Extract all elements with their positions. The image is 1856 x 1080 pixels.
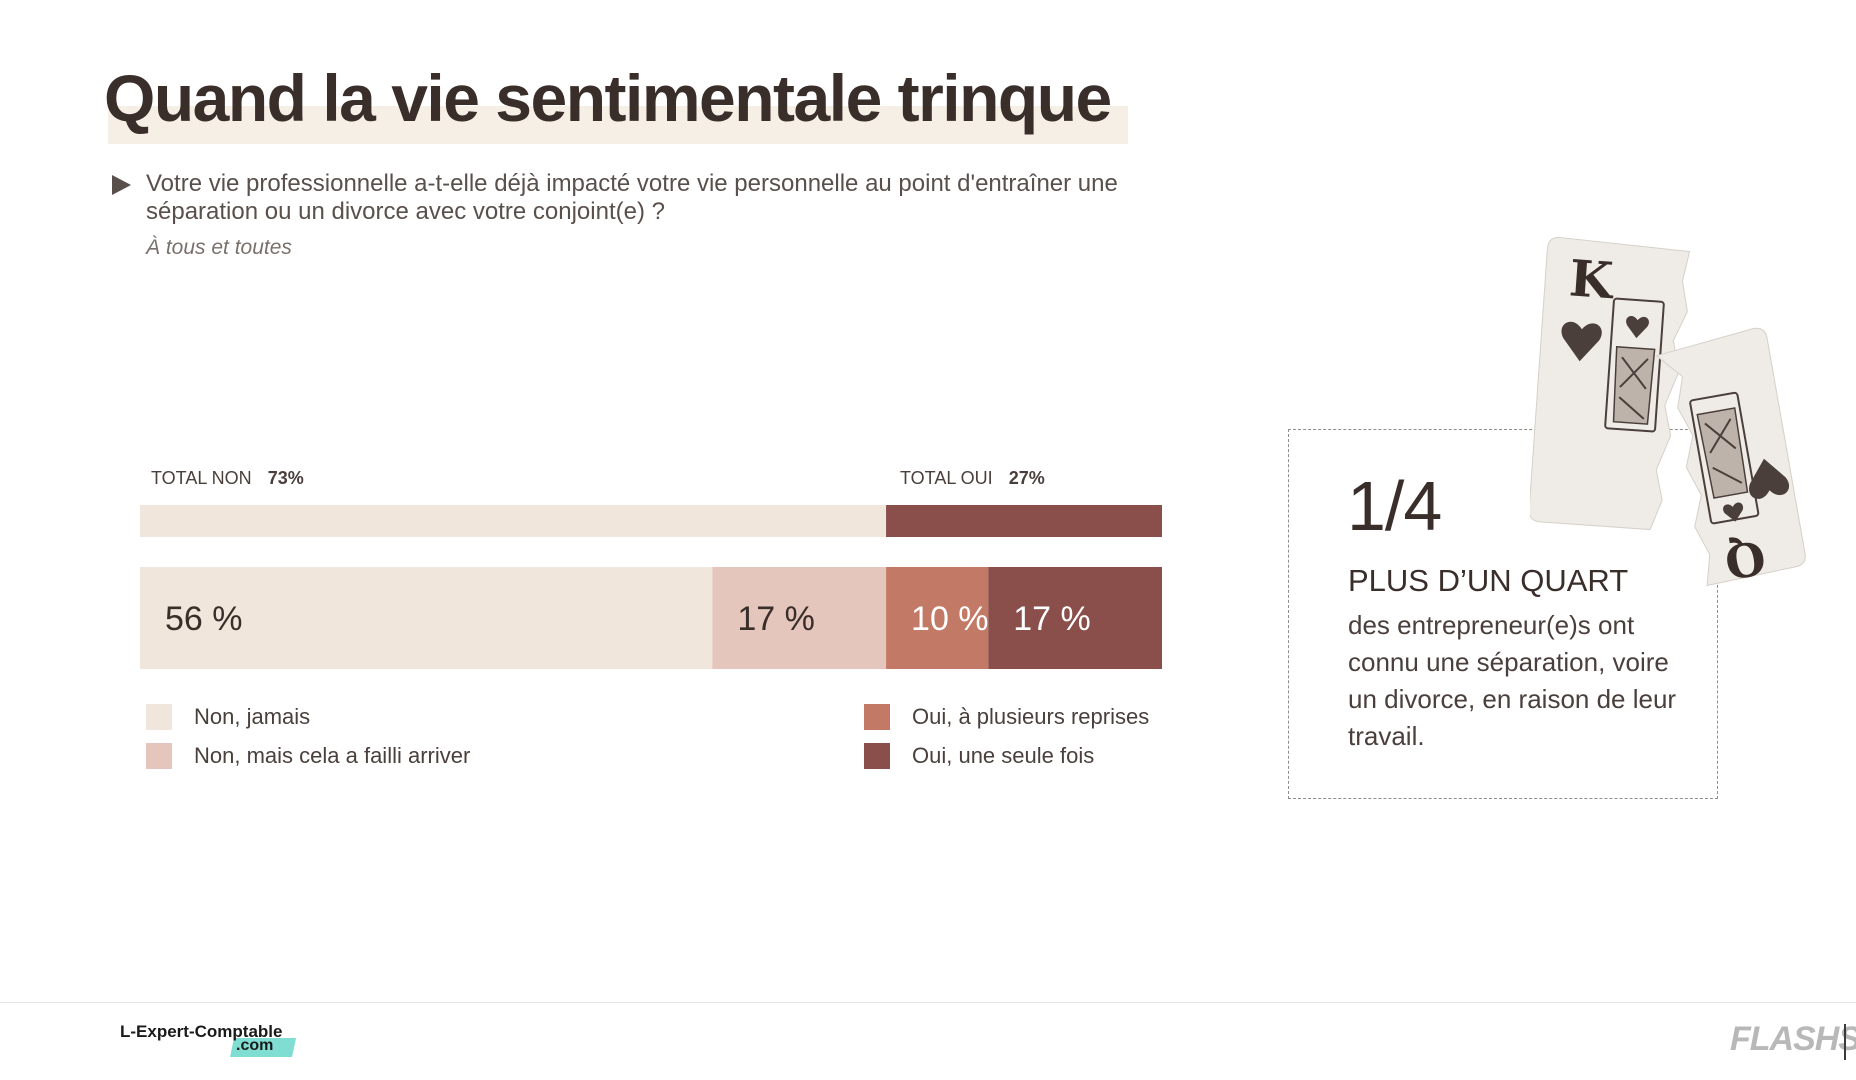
legend-item-non-jamais: Non, jamais: [146, 703, 470, 731]
survey-question: Votre vie professionnelle a-t-elle déjà …: [146, 170, 1118, 225]
legend-swatch: [864, 743, 890, 769]
brand-logo: FLASHS: [1730, 1020, 1856, 1058]
legend-right: Oui, à plusieurs reprises Oui, une seule…: [864, 703, 1149, 770]
total-non-label: TOTAL NON: [151, 468, 252, 488]
legend-label: Oui, une seule fois: [912, 743, 1095, 768]
legend-swatch: [146, 704, 172, 730]
legend-item-non-failli: Non, mais cela a failli arriver: [146, 742, 470, 770]
svg-text:K: K: [1567, 248, 1616, 310]
bar-segment-1: [712, 567, 887, 669]
legend-swatch: [146, 743, 172, 769]
stat-fraction: 1/4: [1347, 467, 1442, 545]
page-title: Quand la vie sentimentale trinque: [104, 61, 1112, 135]
king-card-half: K: [1530, 237, 1691, 531]
total-non: TOTAL NON 73%: [151, 468, 304, 489]
bar-segment-2: [886, 567, 989, 669]
logo-suffix: .com: [236, 1037, 274, 1054]
bar-segment-label-1: 17 %: [737, 600, 815, 638]
legend-item-oui-plusieurs: Oui, à plusieurs reprises: [864, 703, 1149, 731]
bar-segment-3: [988, 567, 1162, 669]
torn-playing-cards-illustration: K Q: [1530, 237, 1806, 590]
callout-box: [1288, 429, 1718, 799]
bar-segment-label-2: 10 %: [911, 600, 989, 638]
stacked-bar-chart: 56 % 17 % 10 % 17 %: [140, 505, 1162, 669]
legend-swatch: [864, 704, 890, 730]
total-oui-value: 27%: [1008, 468, 1045, 488]
title-highlight: [108, 106, 1128, 144]
stat-heading: PLUS D’UN QUART: [1348, 563, 1629, 598]
totals-bar: [140, 505, 1162, 537]
legend-left: Non, jamais Non, mais cela a failli arri…: [146, 703, 470, 770]
total-non-value: 73%: [267, 468, 304, 488]
legend-label: Non, mais cela a failli arriver: [194, 743, 471, 768]
survey-base: À tous et toutes: [146, 236, 292, 259]
legend-label: Oui, à plusieurs reprises: [912, 704, 1150, 729]
bar-segment-0: [140, 567, 713, 669]
total-oui: TOTAL OUI 27%: [900, 468, 1045, 489]
total-bar-segment-0: [140, 505, 887, 537]
detail-bar: 56 % 17 % 10 % 17 %: [140, 567, 1162, 669]
legend-label: Non, jamais: [194, 704, 311, 729]
total-bar-segment-1: [886, 505, 1162, 537]
stat-body: des entrepreneur(e)s ont connu une sépar…: [1348, 610, 1677, 751]
bar-segment-label-0: 56 %: [165, 600, 243, 638]
total-oui-label: TOTAL OUI: [900, 468, 993, 488]
queen-card-half: Q: [1655, 327, 1806, 590]
brand-separator: [1844, 1024, 1846, 1060]
legend-item-oui-seule: Oui, une seule fois: [864, 742, 1149, 770]
bar-segment-label-3: 17 %: [1013, 600, 1091, 638]
footer-divider: [0, 1002, 1856, 1003]
logo: L-Expert-Comptable: [120, 1022, 283, 1041]
svg-text:Q: Q: [1721, 529, 1770, 589]
play-arrow-icon: [112, 175, 131, 195]
